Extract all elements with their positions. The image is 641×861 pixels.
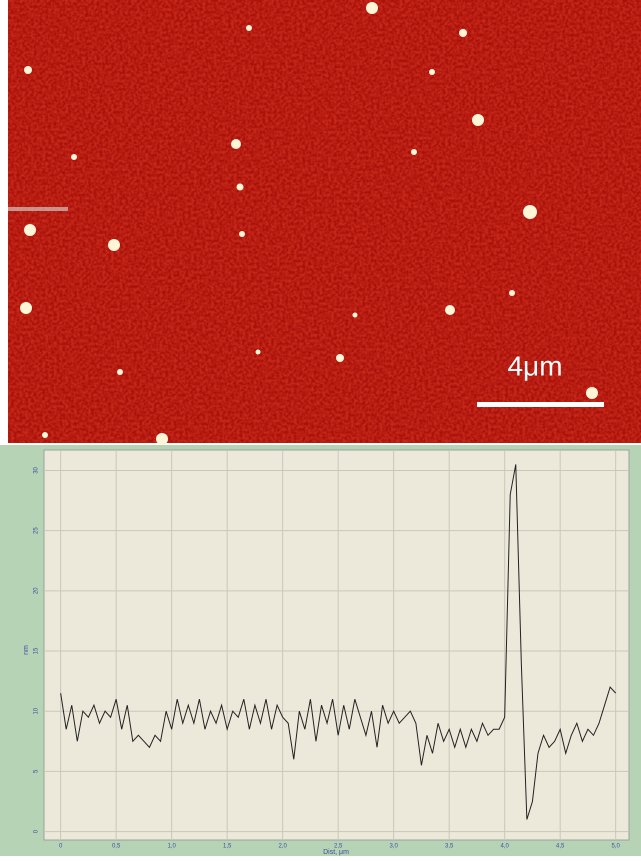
- x-tick-label: 0: [59, 844, 63, 850]
- y-tick-label: 0: [34, 829, 40, 833]
- scale-bar-label: 4μm: [507, 350, 562, 381]
- x-tick-label: 5,0: [612, 844, 621, 850]
- x-tick-label: 3,5: [445, 844, 454, 850]
- y-tick-label: 10: [34, 707, 40, 714]
- y-tick-label: 20: [34, 587, 40, 594]
- profile-chart: nm Dist, μm 0 0,5 1,0 1,5 2,0 2,5 3,0 3,5 4,0 4,5…: [0, 445, 641, 856]
- x-axis-label: Dist, μm: [323, 849, 349, 856]
- afm-image: 4μm: [8, 0, 641, 445]
- x-tick-label: 0,5: [112, 844, 121, 850]
- y-tick-label: 25: [34, 527, 40, 534]
- x-tick-label: 1,5: [223, 844, 232, 850]
- x-tick-label: 3,0: [389, 844, 398, 850]
- x-tick-label: 4,0: [501, 844, 510, 850]
- y-tick-label: 30: [34, 466, 40, 473]
- x-tick-label: 2,5: [334, 844, 343, 850]
- scale-bar: [477, 402, 604, 407]
- y-axis-label: nm: [23, 645, 30, 655]
- y-tick-label: 5: [34, 769, 40, 773]
- x-tick-label: 2,0: [278, 844, 287, 850]
- x-tick-label: 4,5: [556, 844, 565, 850]
- profile-line: [60, 464, 617, 820]
- x-tick-label: 1,0: [167, 844, 176, 850]
- y-tick-label: 15: [34, 647, 40, 654]
